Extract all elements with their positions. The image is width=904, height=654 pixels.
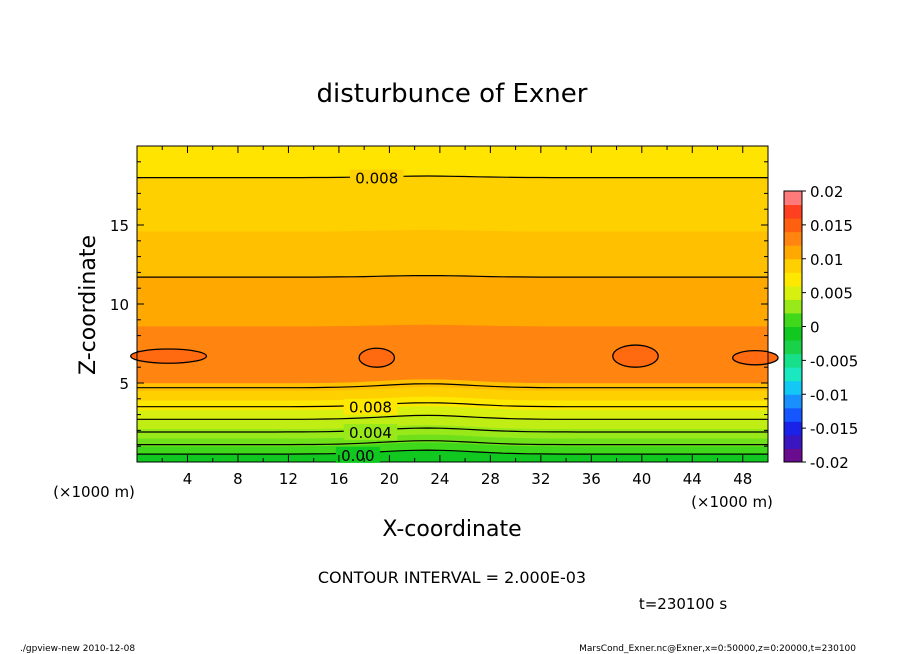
colorbar-tick-label: -0.02 [810,454,849,472]
x-tick-label: 12 [279,470,298,488]
band [136,229,769,278]
contour-label-bg [350,169,404,186]
colorbar-tick-label: -0.005 [810,352,858,370]
footer-right: MarsCond_Exner.nc@Exner,x=0:50000,z=0:20… [579,644,856,654]
contour-label: 0.008 [349,399,392,417]
colorbar-swatch [784,258,802,273]
contour-label: 0.008 [355,170,398,188]
time-text: t=230100 s [639,595,727,613]
x-tick-label: 16 [329,470,348,488]
colorbar-swatch [784,312,802,327]
chart-title: disturbunce of Exner [317,79,588,109]
x-tick-label: 40 [632,470,651,488]
colorbar-swatch [784,407,802,422]
colorbar-swatch [784,367,802,382]
y-tick-label: 15 [110,217,129,235]
contour-label-bg [335,446,380,463]
contour-line [137,383,768,389]
x-tick-label: 8 [233,470,243,488]
colorbar-swatch [784,340,802,355]
colorbar-swatch [784,285,802,300]
contour-line [137,414,768,420]
colorbar-tick-label: 0.005 [810,285,853,303]
colorbar-tick-label: 0.02 [810,183,843,201]
contour-line [137,275,768,278]
contour-cell [732,349,779,366]
colorbar-swatch [784,421,802,436]
x-tick-label: 36 [582,470,601,488]
x-axis-label: X-coordinate [382,517,521,542]
colorbar-swatch [784,434,802,449]
colorbar-tick-label: 0.01 [810,251,843,269]
x-tick-label: 32 [531,470,550,488]
contour-line [137,402,768,408]
y-axis-label: Z-coordinate [76,235,101,375]
footer-left: ./gpview-new 2010-12-08 [20,644,135,654]
contour-label: 0.00 [341,447,374,465]
y-tick-label: 5 [119,375,129,393]
contour-line [137,449,768,455]
colorbar-swatch [784,353,802,368]
colorbar-swatch [784,380,802,395]
x-unit-label: (×1000 m) [691,493,773,511]
x-tick-label: 24 [430,470,449,488]
colorbar-swatch [784,231,802,246]
contour-line [137,440,768,446]
band [136,321,769,384]
colorbar-swatch [784,245,802,260]
x-tick-label: 28 [481,470,500,488]
colorbar-swatch [784,191,802,206]
contour-line [137,427,768,433]
colorbar-swatch [784,326,802,341]
colorbar-tick-label: 0 [810,319,820,337]
contour-cell [130,348,208,364]
colorbar-swatch [784,204,802,219]
contour-label-bg [343,423,398,440]
y-tick-label: 10 [110,296,129,314]
colorbar-swatch [784,272,802,287]
x-tick-label: 4 [183,470,193,488]
contour-interval-text: CONTOUR INTERVAL = 2.000E-03 [318,568,586,587]
colorbar-tick-label: 0.015 [810,217,853,235]
contour-line [137,175,768,179]
colorbar-swatch [784,394,802,409]
x-tick-label: 48 [733,470,752,488]
band [136,275,769,327]
x-tick-label: 44 [683,470,702,488]
x-tick-label: 20 [380,470,399,488]
band [136,175,769,232]
contour-cell [612,344,659,368]
contour-label: 0.004 [349,424,392,442]
contour-label-bg [343,398,398,415]
plot-area: 0.008 0.008 0.004 0.00 [130,145,779,465]
colorbar: 0.02 0.015 0.01 0.005 0 -0.005 -0.01 -0.015 -0.0… [783,183,858,472]
colorbar-swatch [784,448,802,463]
colorbar-swatch [784,218,802,233]
colorbar-tick-label: -0.015 [810,420,858,438]
contour-cell [358,347,396,368]
colorbar-tick-label: -0.01 [810,386,849,404]
colorbar-swatch [784,299,802,314]
band [136,145,769,178]
y-unit-label: (×1000 m) [53,483,135,501]
